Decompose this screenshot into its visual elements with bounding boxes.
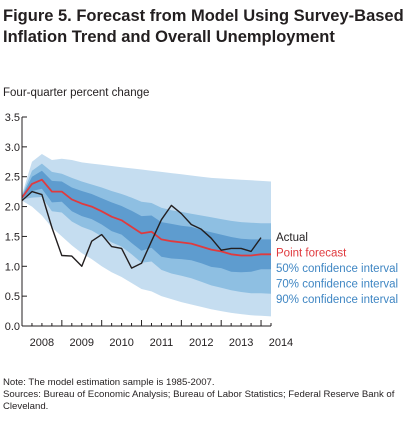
band-50 — [22, 170, 271, 273]
note-text: Note: The model estimation sample is 198… — [3, 377, 215, 388]
series-lines — [21, 178, 271, 269]
notes: Note: The model estimation sample is 198… — [3, 377, 417, 413]
point-forecast-line — [21, 178, 271, 257]
y-tick-label: 1.5 — [5, 231, 20, 243]
chart-title: Figure 5. Forecast from Model Using Surv… — [3, 7, 404, 46]
y-tick-label: 2.5 — [5, 172, 20, 184]
y-tick-label: 3.0 — [5, 142, 20, 154]
x-tick-label: 2009 — [70, 337, 94, 349]
legend-entry: Actual — [276, 232, 308, 244]
x-tick-label: 2008 — [30, 337, 54, 349]
legend-entry: Point forecast — [276, 248, 347, 260]
x-tick-label: 2012 — [189, 337, 213, 349]
legend-entry: 50% confidence interval — [276, 263, 398, 275]
sources-text: Sources: Bureau of Economic Analysis; Bu… — [3, 389, 395, 412]
x-tick-label: 2013 — [229, 337, 253, 349]
axes: 0.0 0.5 1.0 1.5 2.0 2.5 3.0 3.5 2008 2009 2010 2011… — [5, 112, 293, 349]
x-tick-label: 2014 — [269, 337, 293, 349]
y-tick-label: 3.5 — [5, 112, 20, 124]
y-axis-label: Four-quarter percent change — [3, 87, 150, 99]
actual-line — [21, 190, 262, 269]
y-tick-label: 0.5 — [5, 291, 20, 303]
legend-entry: 90% confidence interval — [276, 294, 398, 306]
confidence-bands — [22, 154, 271, 317]
y-tick-label: 0.0 — [5, 321, 20, 333]
x-tick-label: 2011 — [150, 337, 174, 349]
legend: Actual Point forecast 50% confidence inter… — [276, 232, 398, 306]
x-tick-label: 2010 — [109, 337, 133, 349]
y-tick-label: 1.0 — [5, 261, 20, 273]
legend-entry: 70% confidence interval — [276, 279, 398, 291]
y-tick-label: 2.0 — [5, 202, 20, 214]
